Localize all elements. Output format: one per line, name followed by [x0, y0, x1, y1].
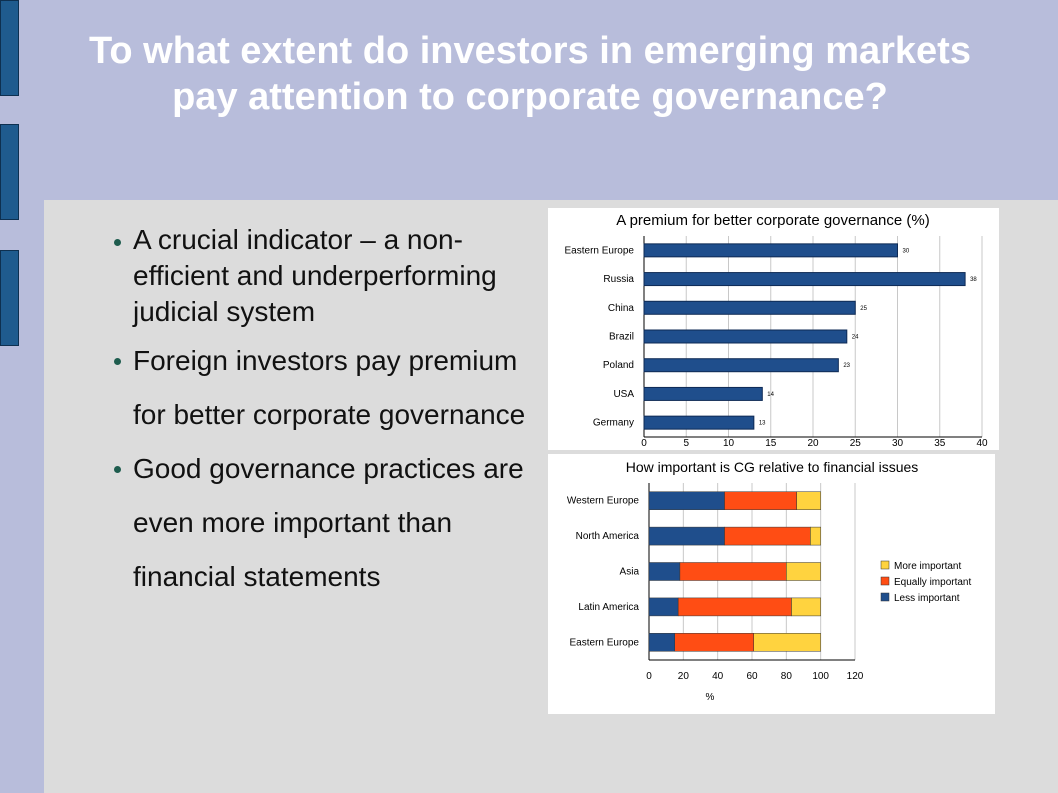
- bar-eastern-europe-less-important: [648, 633, 675, 652]
- bullet-dot: [114, 358, 121, 365]
- y-tick-label-eastern-europe: Eastern Europe: [570, 637, 640, 648]
- x-tick-label-35: 35: [934, 438, 946, 449]
- slide-title: To what extent do investors in emerging …: [89, 30, 971, 118]
- y-tick-label-latin-america: Latin America: [578, 602, 639, 613]
- y-tick-label-germany: Germany: [593, 418, 634, 429]
- bar-usa: [643, 386, 763, 401]
- bar-asia-less-important: [648, 562, 681, 581]
- cg-importance-chart: How important is CG relative to financia…: [548, 454, 995, 714]
- bar-brazil: [643, 329, 848, 344]
- y-tick-label-asia: Asia: [620, 567, 640, 578]
- chart-title: How important is CG relative to financia…: [626, 459, 919, 475]
- bar-asia-equally-important: [679, 562, 787, 581]
- bullet-item-3: Good governance practices are even more …: [114, 442, 534, 604]
- x-tick-label-80: 80: [781, 671, 793, 682]
- x-tick-label-100: 100: [812, 671, 829, 682]
- data-label-eastern-europe: 30: [903, 248, 910, 254]
- x-tick-label-30: 30: [892, 438, 904, 449]
- bar-asia-more-important: [786, 562, 821, 581]
- y-tick-label-china: China: [608, 303, 635, 314]
- x-tick-label-60: 60: [746, 671, 758, 682]
- bullet-dot: [114, 239, 121, 246]
- side-tab-3: [0, 250, 19, 346]
- y-tick-label-brazil: Brazil: [609, 332, 634, 343]
- x-tick-label-20: 20: [678, 671, 690, 682]
- bar-eastern-europe-more-important: [753, 633, 821, 652]
- y-tick-label-eastern-europe: Eastern Europe: [565, 245, 635, 256]
- x-tick-label-5: 5: [683, 438, 689, 449]
- bar-china: [643, 300, 856, 315]
- bullet-list: A crucial indicator – a non-efficient an…: [114, 222, 534, 604]
- y-tick-label-usa: USA: [613, 389, 634, 400]
- y-tick-label-western-europe: Western Europe: [567, 496, 640, 507]
- x-tick-label-40: 40: [976, 438, 988, 449]
- premium-chart: A premium for better corporate governanc…: [548, 208, 999, 450]
- x-tick-label-15: 15: [765, 438, 777, 449]
- bar-poland: [643, 358, 839, 373]
- bar-latin-america-more-important: [791, 597, 821, 617]
- bar-eastern-europe: [643, 243, 898, 258]
- x-tick-label-0: 0: [641, 438, 647, 449]
- data-label-germany: 13: [759, 421, 766, 427]
- legend-swatch-less-important: [880, 592, 890, 602]
- bar-latin-america-equally-important: [677, 597, 792, 617]
- x-tick-label-120: 120: [847, 671, 864, 682]
- bullet-item-1: A crucial indicator – a non-efficient an…: [114, 222, 534, 330]
- bar-eastern-europe-equally-important: [674, 633, 754, 652]
- y-tick-label-north-america: North America: [576, 531, 640, 542]
- x-tick-label-40: 40: [712, 671, 724, 682]
- bar-north-america-equally-important: [724, 526, 811, 546]
- data-label-usa: 14: [767, 392, 774, 398]
- x-tick-label-25: 25: [850, 438, 862, 449]
- legend-swatch-equally-important: [880, 576, 890, 586]
- bullet-item-2: Foreign investors pay premium for better…: [114, 334, 534, 442]
- cg-importance-chart-svg: How important is CG relative to financia…: [567, 459, 972, 703]
- bullet-text: A crucial indicator – a non-efficient an…: [133, 224, 497, 327]
- data-label-poland: 23: [843, 363, 850, 369]
- bullet-text: Foreign investors pay premium for better…: [133, 345, 526, 430]
- x-tick-label-20: 20: [807, 438, 819, 449]
- x-tick-label-10: 10: [723, 438, 735, 449]
- side-tab-2: [0, 124, 19, 220]
- bar-north-america-more-important: [810, 526, 821, 546]
- bar-western-europe-equally-important: [724, 491, 797, 510]
- bar-latin-america-less-important: [648, 597, 679, 617]
- bullet-dot: [114, 466, 121, 473]
- bar-western-europe-less-important: [648, 491, 725, 510]
- legend-label-equally-important: Equally important: [894, 577, 971, 588]
- premium-chart-svg: A premium for better corporate governanc…: [565, 212, 988, 449]
- x-tick-label-0: 0: [646, 671, 652, 682]
- bar-north-america-less-important: [648, 526, 725, 546]
- legend-label-less-important: Less important: [894, 593, 960, 604]
- y-tick-label-poland: Poland: [603, 360, 634, 371]
- side-tab-1: [0, 0, 19, 96]
- legend-swatch-more-important: [880, 560, 890, 570]
- bar-western-europe-more-important: [796, 491, 821, 510]
- chart-title: A premium for better corporate governanc…: [616, 212, 929, 229]
- data-label-brazil: 24: [852, 335, 859, 341]
- bar-russia: [643, 272, 966, 287]
- x-axis-label: %: [706, 692, 715, 703]
- legend-label-more-important: More important: [894, 561, 961, 572]
- y-tick-label-russia: Russia: [603, 274, 634, 285]
- data-label-russia: 38: [970, 277, 977, 283]
- bullet-text: Good governance practices are even more …: [133, 453, 524, 592]
- bar-germany: [643, 415, 755, 430]
- data-label-china: 25: [860, 306, 867, 312]
